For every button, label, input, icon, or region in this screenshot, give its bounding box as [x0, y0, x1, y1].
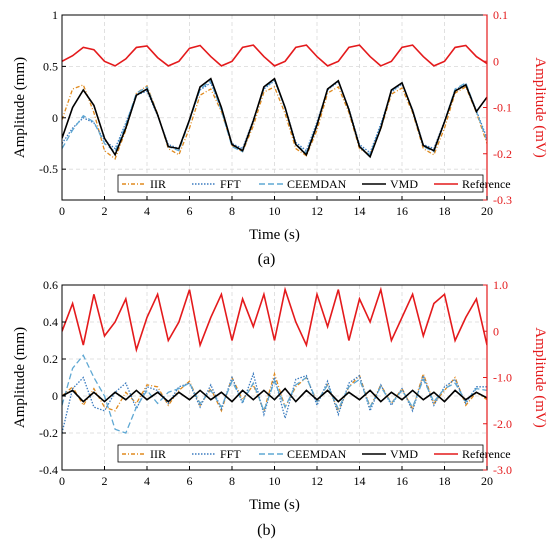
x-tick-label: 8	[229, 204, 235, 218]
y-tick-label: 0.4	[43, 315, 58, 329]
y-axis-label: Amplitude (mm)	[12, 57, 28, 158]
x-tick-label: 14	[354, 204, 366, 218]
legend-label-iir: IIR	[150, 447, 166, 461]
legend-box	[117, 174, 484, 193]
series-line-vmd	[62, 77, 487, 159]
panel-b: IIR FFT CEEMDAN VMD Reference 0 2 4 6 8 10 12 14 16 18…	[12, 278, 547, 539]
legend-label-iir: IIR	[150, 177, 166, 191]
x-tick-label: 18	[439, 474, 451, 488]
legend-label-reference: Reference	[462, 447, 511, 461]
legend-label-vmd: VMD	[390, 177, 418, 191]
x-tick-label: 8	[229, 474, 235, 488]
y-tick-label: -0.4	[39, 463, 58, 477]
legend-label-ceemdan: CEEMDAN	[287, 447, 347, 461]
x-tick-label: 18	[439, 204, 451, 218]
x-tick-label: 0	[59, 474, 65, 488]
x-tick-label: 10	[269, 474, 281, 488]
x-axis-label: Time (s)	[249, 497, 300, 513]
y-tick-label: 0.6	[43, 278, 58, 292]
legend-label-ceemdan: CEEMDAN	[287, 177, 347, 191]
x-tick-label: 12	[311, 204, 323, 218]
y-right-axis-label: Amplitude (mV)	[532, 327, 547, 427]
x-tick-label: 20	[481, 474, 493, 488]
series-line-reference	[62, 286, 487, 353]
series-line-vmd	[62, 387, 487, 403]
x-tick-label: 4	[144, 204, 150, 218]
y-right-tick-label: -1.0	[493, 371, 512, 385]
legend-label-fft: FFT	[220, 177, 241, 191]
y-tick-label: 0.5	[43, 59, 58, 73]
y-right-tick-label: -2.0	[493, 417, 512, 431]
y-tick-label: 0	[52, 389, 58, 403]
legend-label-fft: FFT	[220, 447, 241, 461]
legend-label-vmd: VMD	[390, 447, 418, 461]
y-tick-label: 0	[52, 111, 58, 125]
y-axis-label: Amplitude (mm)	[12, 327, 28, 428]
x-axis-label: Time (s)	[249, 227, 300, 243]
x-tick-label: 16	[396, 474, 408, 488]
y-right-tick-label: 1.0	[493, 278, 508, 292]
legend-box	[117, 444, 484, 463]
y-tick-label: -0.5	[39, 162, 58, 176]
y-right-tick-label: 0	[493, 324, 499, 338]
x-tick-label: 2	[102, 474, 108, 488]
x-tick-label: 6	[187, 474, 193, 488]
x-tick-label: 20	[481, 204, 493, 218]
y-right-tick-label: -3.0	[493, 463, 512, 477]
x-tick-label: 6	[187, 204, 193, 218]
x-tick-label: 14	[354, 474, 366, 488]
x-tick-label: 12	[311, 474, 323, 488]
panel-caption: (b)	[257, 522, 276, 539]
y-right-tick-label: 0.1	[493, 8, 508, 22]
y-tick-label: 0.2	[43, 352, 58, 366]
x-tick-label: 2	[102, 204, 108, 218]
y-right-tick-label: -0.1	[493, 101, 512, 115]
x-tick-label: 10	[269, 204, 281, 218]
y-tick-label: -0.2	[39, 426, 58, 440]
y-right-tick-label: -0.3	[493, 193, 512, 207]
legend-label-reference: Reference	[462, 177, 511, 191]
series-line-ceemdan	[62, 354, 487, 434]
x-tick-label: 16	[396, 204, 408, 218]
y-right-tick-label: 0	[493, 54, 499, 68]
x-tick-label: 4	[144, 474, 150, 488]
x-tick-label: 0	[59, 204, 65, 218]
series-line-reference	[62, 44, 487, 67]
y-right-tick-label: -0.2	[493, 147, 512, 161]
panel-caption: (a)	[258, 251, 276, 268]
y-right-axis-label: Amplitude (mV)	[532, 57, 547, 157]
y-tick-label: 1	[52, 8, 58, 22]
